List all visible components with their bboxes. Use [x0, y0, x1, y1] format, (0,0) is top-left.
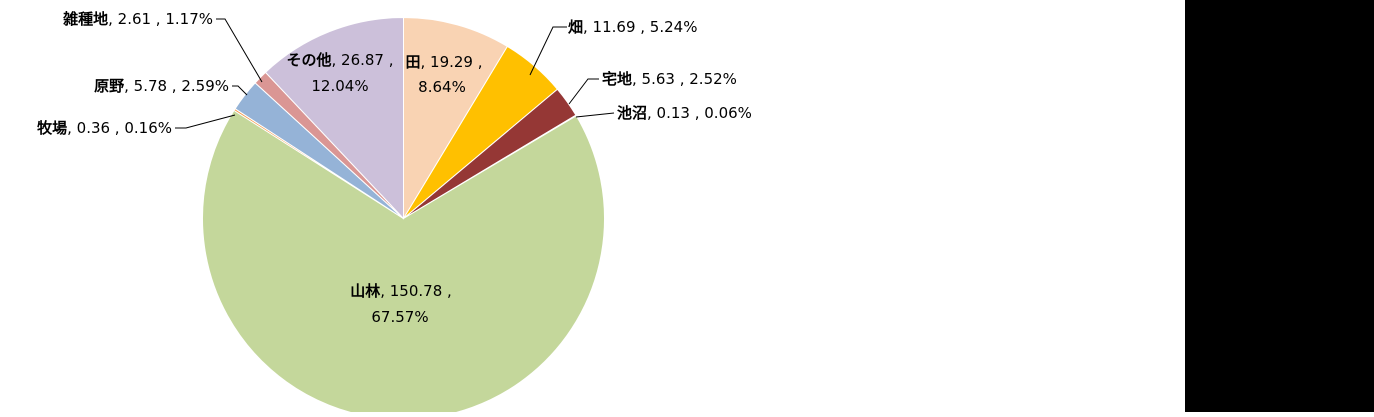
- pie-slice-5: [202, 109, 605, 417]
- data-label-1: 田, 19.29 ,: [405, 53, 482, 71]
- data-label-percent-1: 8.64%: [418, 78, 466, 96]
- leader-line-7: [232, 85, 248, 96]
- data-label-percent-5: 67.57%: [371, 308, 428, 326]
- data-label-9: その他, 26.87 ,: [286, 51, 393, 69]
- pie-chart-svg: 田, 19.29 , 8.64% 畑, 11.69 , 5.24% 宅地, 5.63 …: [37, 10, 752, 417]
- leader-line-8: [216, 18, 263, 83]
- data-label-7: 原野, 5.78 , 2.59%: [94, 77, 229, 95]
- leader-line-2: [529, 26, 567, 76]
- leader-line-6: [175, 114, 236, 129]
- data-label-6: 牧場, 0.36 , 0.16%: [37, 119, 172, 137]
- pie-slice-1: [403, 16, 509, 221]
- data-label-5: 山林, 150.78 ,: [350, 282, 452, 300]
- data-label-3: 宅地, 5.63 , 2.52%: [602, 70, 737, 88]
- data-label-4: 池沼, 0.13 , 0.06%: [617, 104, 752, 122]
- black-panel: [1185, 0, 1374, 412]
- data-label-8: 雑種地, 2.61 , 1.17%: [62, 10, 213, 28]
- data-label-percent-9: 12.04%: [311, 77, 368, 95]
- leader-line-3: [568, 78, 599, 105]
- leader-line-4: [575, 112, 615, 118]
- data-label-2: 畑, 11.69 , 5.24%: [567, 18, 697, 36]
- pie-chart: 田, 19.29 , 8.64% 畑, 11.69 , 5.24% 宅地, 5.63 …: [37, 10, 752, 417]
- pie-slice-9: [264, 16, 404, 220]
